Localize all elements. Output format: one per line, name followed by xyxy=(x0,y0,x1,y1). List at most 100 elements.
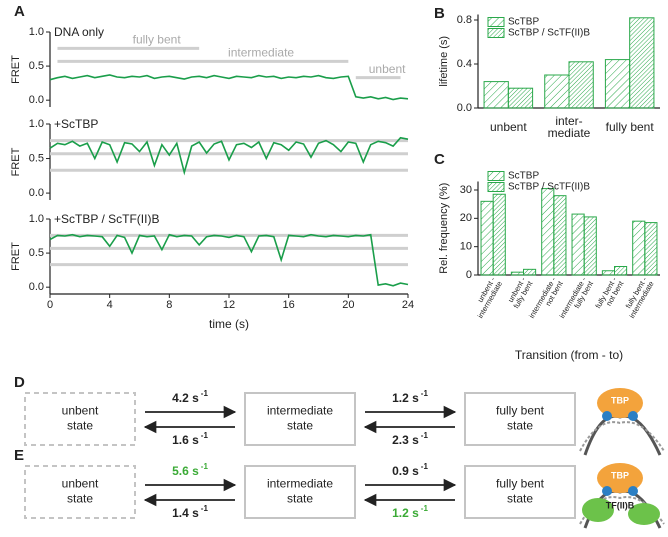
state-label: unbent xyxy=(62,477,99,491)
rate-label: 1.4 s-1 xyxy=(172,504,208,520)
y-tick-label: 0.8 xyxy=(457,14,472,26)
rate-value: 1.2 s xyxy=(392,506,419,520)
rate-label: 1.2 s-1 xyxy=(392,389,428,405)
y-axis-label: FRET xyxy=(10,147,22,176)
y-tick-label: 20 xyxy=(460,212,472,224)
y-axis-label: Rel. frequency (%) xyxy=(438,183,450,274)
rate-value: 2.3 s xyxy=(392,433,419,447)
y-tick-label: 1.0 xyxy=(29,26,44,38)
x-tick-label: 12 xyxy=(223,299,235,311)
bar xyxy=(484,82,508,108)
x-tick-label: 24 xyxy=(402,299,414,311)
legend-label: ScTBP / ScTF(II)B xyxy=(508,182,590,193)
legend-swatch xyxy=(488,18,504,27)
panel-label: C xyxy=(434,151,445,168)
x-tick-label: 0 xyxy=(47,299,53,311)
y-tick-label: 30 xyxy=(460,184,472,196)
x-tick-label: 20 xyxy=(342,299,354,311)
legend-swatch xyxy=(488,183,504,192)
state-label: state xyxy=(67,419,93,433)
x-axis-label: Transition (from - to) xyxy=(515,348,623,362)
rate-exponent: -1 xyxy=(421,462,429,471)
bar xyxy=(602,271,614,275)
rate-exponent: -1 xyxy=(421,431,429,440)
x-tick-label: 16 xyxy=(283,299,295,311)
state-label: fully bent xyxy=(496,404,545,418)
panel-label: A xyxy=(14,3,25,20)
y-tick-label: 0.0 xyxy=(29,281,44,293)
rate-label: 1.6 s-1 xyxy=(172,431,208,447)
bar xyxy=(493,194,505,275)
y-tick-label: 0.5 xyxy=(29,247,44,259)
bar xyxy=(524,269,536,275)
y-tick-label: 10 xyxy=(460,241,472,253)
rate-exponent: -1 xyxy=(201,431,209,440)
y-axis-label: FRET xyxy=(10,55,22,84)
reference-label: unbent xyxy=(369,62,406,76)
y-tick-label: 0.0 xyxy=(457,102,472,114)
state-label: intermediate xyxy=(267,477,333,491)
y-tick-label: 0.4 xyxy=(457,58,472,70)
legend-label: ScTBP xyxy=(508,17,539,28)
y-tick-label: 0.5 xyxy=(29,60,44,72)
state-label: state xyxy=(507,492,533,506)
bar xyxy=(605,60,629,108)
x-tick-label-group: intermediate -fully bent xyxy=(557,275,595,324)
legend-swatch xyxy=(488,29,504,38)
x-tick-label: 8 xyxy=(166,299,172,311)
state-label: unbent xyxy=(62,404,99,418)
rate-label: 0.9 s-1 xyxy=(392,462,428,478)
x-axis-label: time (s) xyxy=(209,317,249,331)
trace-label: +ScTBP / ScTF(II)B xyxy=(54,212,159,226)
icon-label: TBP xyxy=(611,470,629,480)
x-tick-label: unbent xyxy=(490,120,527,134)
tbp-domain xyxy=(628,411,638,421)
rate-value: 1.2 s xyxy=(392,391,419,405)
rate-value: 1.4 s xyxy=(172,506,199,520)
bar xyxy=(481,201,493,275)
reference-label: fully bent xyxy=(133,33,182,47)
y-tick-label: 0 xyxy=(466,269,472,281)
panel-label: D xyxy=(14,374,25,391)
rate-label: 2.3 s-1 xyxy=(392,431,428,447)
trace-label: +ScTBP xyxy=(54,117,98,131)
y-tick-label: 0.5 xyxy=(29,152,44,164)
panel-label: E xyxy=(14,447,24,464)
rate-label: 5.6 s-1 xyxy=(172,462,208,478)
trace-label: DNA only xyxy=(54,25,104,39)
tbp-domain xyxy=(628,486,638,496)
bar xyxy=(545,75,569,108)
icon-label: TF(II)B xyxy=(606,500,635,510)
rate-exponent: -1 xyxy=(201,462,209,471)
bar xyxy=(615,267,627,276)
state-label: state xyxy=(287,419,313,433)
x-tick-label-group: fully bent -not bent xyxy=(593,275,625,314)
y-tick-label: 1.0 xyxy=(29,213,44,225)
bar xyxy=(630,18,654,108)
legend-swatch xyxy=(488,172,504,181)
rate-label: 4.2 s-1 xyxy=(172,389,208,405)
panel-label: B xyxy=(434,5,445,22)
rate-label: 1.2 s-1 xyxy=(392,504,428,520)
tbp-domain xyxy=(602,411,612,421)
state-label: state xyxy=(507,419,533,433)
rate-exponent: -1 xyxy=(201,389,209,398)
state-label: state xyxy=(67,492,93,506)
fret-trace xyxy=(50,235,408,286)
icon-label: TBP xyxy=(611,395,629,405)
y-axis-label: lifetime (s) xyxy=(438,36,450,87)
rate-exponent: -1 xyxy=(201,504,209,513)
x-tick-label: fully bent xyxy=(606,120,655,134)
bar xyxy=(584,217,596,275)
x-tick-label-group: unbent -fully bent xyxy=(505,275,535,310)
bar xyxy=(511,272,523,275)
rate-value: 4.2 s xyxy=(172,391,199,405)
rate-value: 5.6 s xyxy=(172,464,199,478)
state-label: fully bent xyxy=(496,477,545,491)
bar xyxy=(633,221,645,275)
reference-label: intermediate xyxy=(228,45,294,59)
y-tick-label: 0.0 xyxy=(29,94,44,106)
fret-trace xyxy=(50,75,408,100)
rate-exponent: -1 xyxy=(421,389,429,398)
bar xyxy=(645,223,657,275)
